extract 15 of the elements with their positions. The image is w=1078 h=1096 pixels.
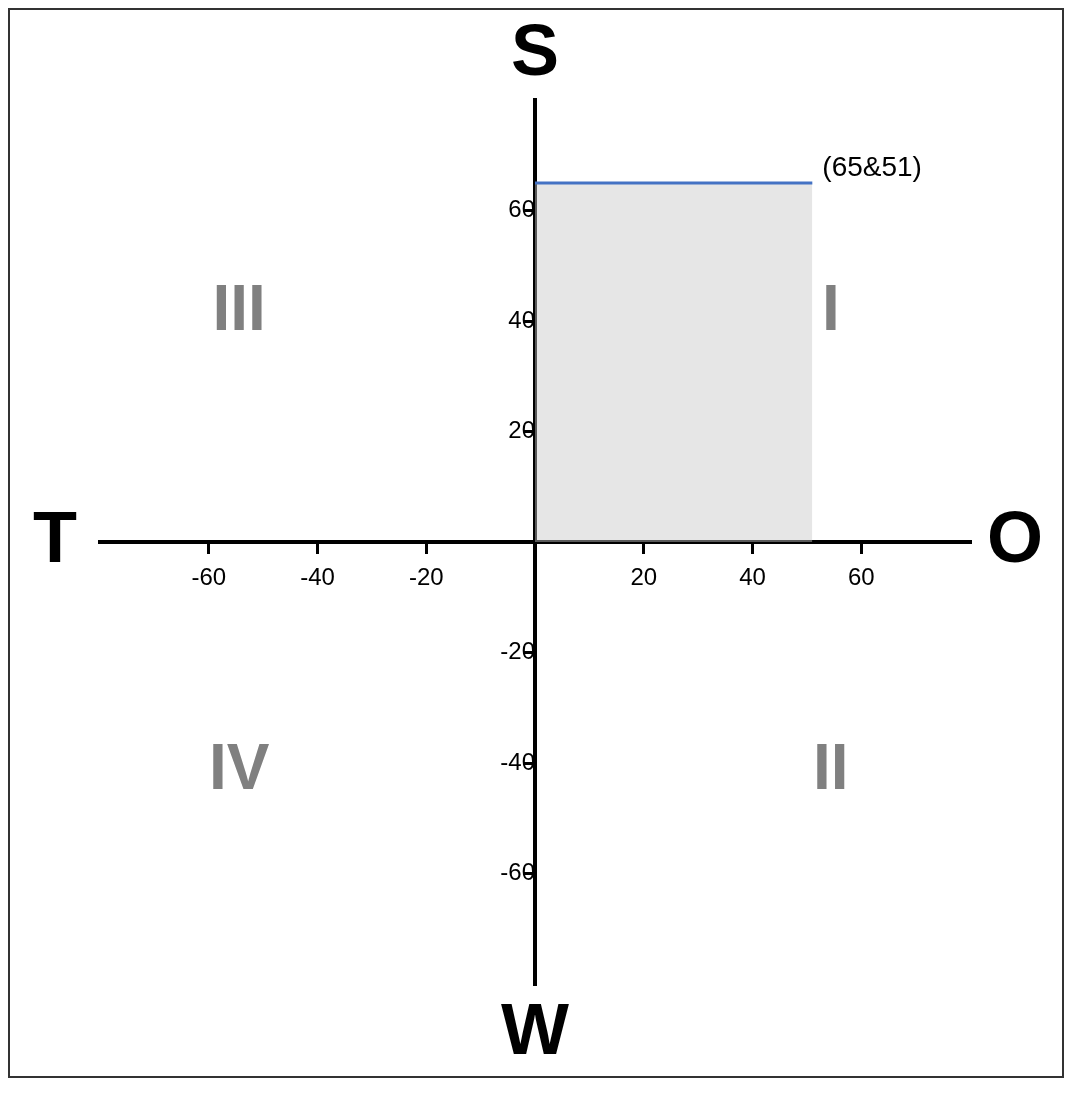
annotation: IV	[208, 731, 270, 804]
x-tick-label: 40	[739, 563, 766, 591]
text: T	[33, 496, 78, 577]
x-tick-label: 60	[847, 563, 875, 591]
x-tick-label: -40	[300, 563, 335, 591]
annotation: (65&51)	[822, 150, 922, 182]
x-tick-label: 20	[630, 563, 658, 591]
annotation: II	[813, 731, 849, 804]
x-tick-label: -20	[408, 563, 444, 591]
annotation: III	[212, 271, 266, 344]
x-axis-title: O	[986, 496, 1044, 577]
annotation: I	[821, 271, 840, 344]
x-tick-label: -60	[191, 563, 227, 591]
text: W	[501, 988, 570, 1069]
y-axis-title: S	[510, 9, 560, 90]
